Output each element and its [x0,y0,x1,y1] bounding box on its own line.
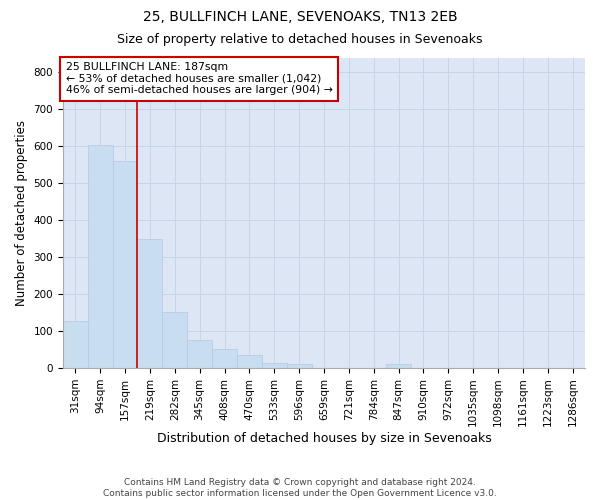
Bar [163,312,187,368]
Bar [187,340,212,368]
Text: Size of property relative to detached houses in Sevenoaks: Size of property relative to detached ho… [117,32,483,46]
Bar [63,320,88,368]
Y-axis label: Number of detached properties: Number of detached properties [15,120,28,306]
Bar [287,364,311,368]
Text: 25, BULLFINCH LANE, SEVENOAKS, TN13 2EB: 25, BULLFINCH LANE, SEVENOAKS, TN13 2EB [143,10,457,24]
Text: Contains HM Land Registry data © Crown copyright and database right 2024.
Contai: Contains HM Land Registry data © Crown c… [103,478,497,498]
Bar [237,356,262,368]
Bar [212,349,237,368]
X-axis label: Distribution of detached houses by size in Sevenoaks: Distribution of detached houses by size … [157,432,491,445]
Text: 25 BULLFINCH LANE: 187sqm
← 53% of detached houses are smaller (1,042)
46% of se: 25 BULLFINCH LANE: 187sqm ← 53% of detac… [65,62,332,96]
Bar [113,161,137,368]
Bar [262,363,287,368]
Bar [386,364,411,368]
Bar [88,145,113,368]
Bar [137,240,163,368]
